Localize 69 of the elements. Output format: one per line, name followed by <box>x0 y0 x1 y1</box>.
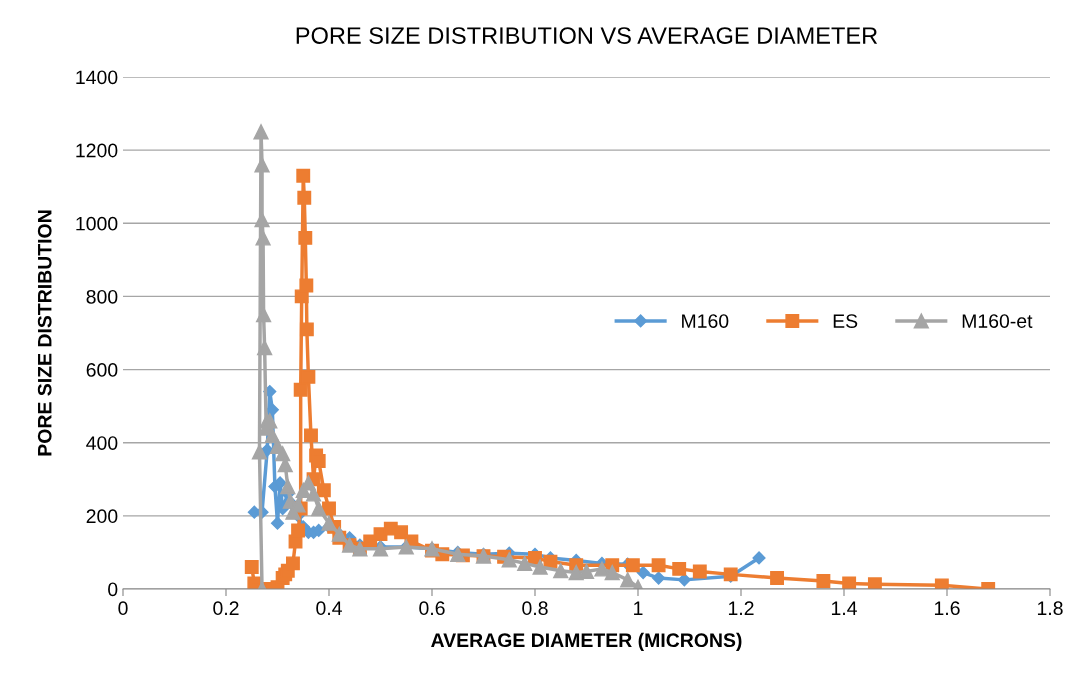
point <box>770 571 784 585</box>
point <box>286 556 300 571</box>
point <box>291 523 306 538</box>
point <box>604 564 620 581</box>
y-tick-label: 800 <box>86 289 118 304</box>
point <box>321 515 337 531</box>
point <box>677 573 691 587</box>
point <box>293 382 308 397</box>
y-tick-label: 400 <box>86 436 118 450</box>
point <box>298 230 313 245</box>
x-axis-title: AVERAGE DIAMETER (MICRONS) <box>431 632 742 651</box>
y-axis-title: PORE SIZE DISTRIBUTION <box>37 210 52 456</box>
point <box>752 551 766 565</box>
y-tick-label: 200 <box>86 509 118 524</box>
y-tick-label: 1000 <box>76 216 118 231</box>
point <box>270 516 285 530</box>
y-tick-label: 600 <box>86 363 118 377</box>
point <box>553 563 569 579</box>
x-tick-label: 1.8 <box>1037 601 1063 616</box>
point <box>297 190 312 205</box>
legend-label: ES <box>833 314 858 328</box>
point <box>501 552 517 568</box>
y-tick-label: 1200 <box>76 143 118 158</box>
y-tick-label: 1400 <box>76 70 118 85</box>
point <box>816 574 831 588</box>
chart-title: PORE SIZE DISTRIBUTION VS AVERAGE DIAMETER <box>296 27 878 44</box>
point <box>625 558 640 573</box>
point <box>316 483 331 498</box>
point <box>264 427 280 444</box>
point <box>620 572 636 588</box>
point <box>251 444 268 460</box>
point <box>301 369 316 384</box>
point <box>254 157 270 173</box>
x-tick-label: 0.6 <box>419 601 445 616</box>
point <box>265 403 279 417</box>
point <box>304 428 318 443</box>
point <box>692 564 707 579</box>
point <box>532 559 548 575</box>
point <box>311 500 327 517</box>
x-tick-label: 1.2 <box>728 601 754 615</box>
point <box>394 525 409 540</box>
x-tick-label: 0.4 <box>316 601 342 616</box>
point <box>672 561 687 576</box>
point <box>299 322 314 337</box>
x-tick-label: 1.6 <box>934 601 960 616</box>
point <box>842 576 857 589</box>
x-tick-label: 1 <box>634 601 643 615</box>
point <box>280 478 296 495</box>
legend-label: M160 <box>682 314 729 328</box>
point <box>636 565 650 580</box>
point <box>255 230 271 246</box>
point <box>299 278 314 293</box>
point <box>594 561 610 577</box>
point <box>244 560 259 575</box>
x-tick-label: 0.2 <box>213 601 239 616</box>
point <box>253 124 269 140</box>
x-tick-label: 0 <box>118 601 128 616</box>
x-tick-label: 1.4 <box>831 601 857 615</box>
point <box>867 577 882 589</box>
point <box>311 454 326 468</box>
point <box>255 307 272 323</box>
y-tick-label: 0 <box>108 582 118 597</box>
point <box>651 558 666 573</box>
x-tick-label: 0.8 <box>522 601 548 616</box>
point <box>517 555 533 572</box>
legend-label: M160-et <box>962 314 1033 328</box>
point <box>652 571 666 585</box>
point <box>296 168 311 183</box>
point <box>934 578 949 589</box>
